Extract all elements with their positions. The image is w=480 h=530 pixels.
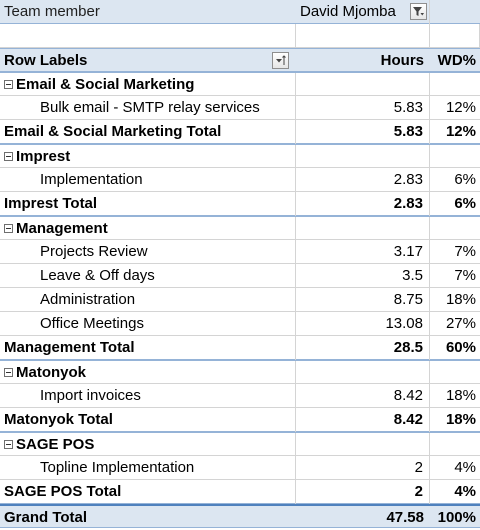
total-label: Management Total [0,336,296,360]
group-label: Email & Social Marketing [16,76,195,93]
item-hours: 3.5 [296,264,430,288]
wd-header: WD% [437,52,476,69]
group-total-row: Email & Social Marketing Total 5.83 12% [0,120,480,144]
total-hours: 5.83 [296,120,430,144]
table-row: Leave & Off days 3.5 7% [0,264,480,288]
filter-funnel-icon[interactable] [410,3,427,20]
table-row: Implementation 2.83 6% [0,168,480,192]
item-label: Leave & Off days [0,264,296,288]
item-wd: 12% [445,99,476,116]
hours-header: Hours [380,52,424,69]
collapse-minus-icon[interactable] [4,367,13,377]
collapse-minus-icon[interactable] [4,439,13,449]
item-wd: 4% [454,459,476,476]
group-total-row: Management Total 28.5 60% [0,336,480,360]
item-label: Implementation [0,168,296,192]
item-label: Bulk email - SMTP relay services [0,96,296,120]
item-wd: 7% [454,243,476,260]
total-wd: 6% [454,195,476,212]
group-total-row: Matonyok Total 8.42 18% [0,408,480,432]
collapse-minus-icon[interactable] [4,79,13,89]
item-wd: 7% [454,267,476,284]
item-hours: 13.08 [296,312,430,336]
total-label: SAGE POS Total [0,480,296,504]
group-label: Management [16,220,108,237]
item-wd: 27% [445,315,476,332]
total-label: Matonyok Total [0,408,296,432]
grand-total-row: Grand Total 47.58 100% [0,504,480,528]
group-total-row: SAGE POS Total 2 4% [0,480,480,504]
table-row: Topline Implementation 2 4% [0,456,480,480]
total-hours: 2.83 [296,192,430,216]
group-row-imprest[interactable]: Imprest [0,144,480,169]
item-wd: 18% [445,387,476,404]
item-label: Projects Review [0,240,296,264]
sort-filter-icon[interactable] [272,52,289,69]
filter-label: Team member [4,3,100,20]
table-row: Projects Review 3.17 7% [0,240,480,264]
grand-total-label: Grand Total [4,509,88,526]
total-label: Email & Social Marketing Total [0,120,296,144]
item-label: Administration [0,288,296,312]
item-label: Topline Implementation [0,456,296,480]
total-wd: 18% [445,411,476,428]
item-wd: 18% [445,291,476,308]
total-wd: 60% [445,339,476,356]
blank-row [0,24,480,48]
table-row: Office Meetings 13.08 27% [0,312,480,336]
total-wd: 12% [445,123,476,140]
group-total-row: Imprest Total 2.83 6% [0,192,480,216]
total-hours: 28.5 [296,336,430,360]
group-label: SAGE POS [16,436,95,453]
item-hours: 3.17 [296,240,430,264]
collapse-minus-icon[interactable] [4,151,13,161]
table-row: Bulk email - SMTP relay services 5.83 12… [0,96,480,120]
table-row: Import invoices 8.42 18% [0,384,480,408]
group-row-email-social-marketing[interactable]: Email & Social Marketing [0,72,480,97]
row-labels-header: Row Labels [4,52,88,69]
collapse-minus-icon[interactable] [4,223,13,233]
total-label: Imprest Total [0,192,296,216]
total-wd: 4% [454,483,476,500]
grand-total-wd: 100% [437,509,476,526]
report-filter-row: Team member David Mjomba [0,0,480,24]
item-hours: 2.83 [296,168,430,192]
item-label: Import invoices [0,384,296,408]
item-hours: 5.83 [296,96,430,120]
item-hours: 2 [296,456,430,480]
group-row-matonyok[interactable]: Matonyok [0,360,480,385]
table-row: Administration 8.75 18% [0,288,480,312]
total-hours: 2 [296,480,430,504]
total-hours: 8.42 [296,408,430,432]
item-hours: 8.42 [296,384,430,408]
item-hours: 8.75 [296,288,430,312]
group-row-sage-pos[interactable]: SAGE POS [0,432,480,457]
group-row-management[interactable]: Management [0,216,480,241]
item-label: Office Meetings [0,312,296,336]
grand-total-hours: 47.58 [386,509,424,526]
group-label: Matonyok [16,364,87,381]
pivot-header-row: Row Labels Hours WD% [0,48,480,72]
filter-value[interactable]: David Mjomba [296,0,430,24]
group-label: Imprest [16,148,71,165]
item-wd: 6% [454,171,476,188]
